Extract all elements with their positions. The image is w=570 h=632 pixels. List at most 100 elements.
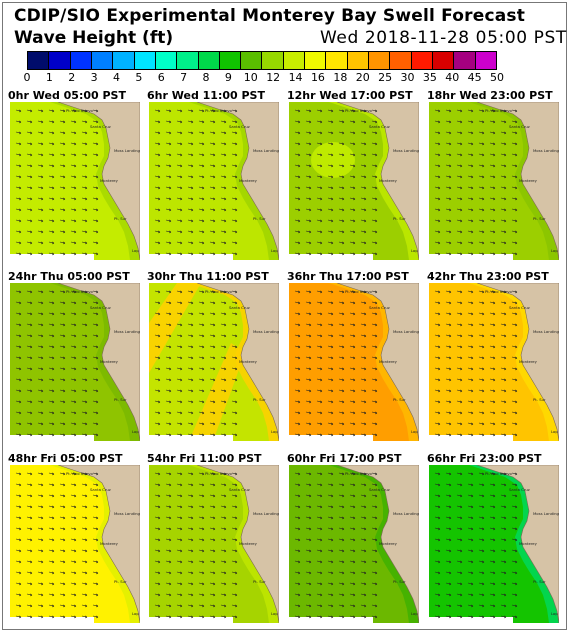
swell-direction-arrow xyxy=(187,175,194,179)
swell-direction-arrow xyxy=(360,197,367,201)
swell-direction-arrow xyxy=(467,538,474,542)
swell-direction-arrow xyxy=(198,378,205,382)
swell-direction-arrow xyxy=(231,604,238,608)
wave-height-map: Pt. Ano Nuevo Santa Cruz Moss Landing Monte… xyxy=(429,465,559,623)
swell-direction-arrow xyxy=(26,208,33,212)
swell-direction-arrow xyxy=(70,120,77,124)
swell-direction-arrow xyxy=(59,197,66,201)
swell-direction-arrow xyxy=(154,411,161,415)
swell-direction-arrow xyxy=(165,422,172,426)
swell-direction-arrow xyxy=(59,131,66,135)
swell-direction-arrow xyxy=(92,356,99,360)
place-label: Moss Landing xyxy=(253,329,279,334)
swell-direction-arrow xyxy=(154,560,161,564)
swell-direction-arrow xyxy=(500,334,507,338)
swell-direction-arrow xyxy=(37,120,44,124)
swell-direction-arrow xyxy=(209,197,216,201)
swell-direction-arrow xyxy=(360,367,367,371)
swell-direction-arrow xyxy=(48,142,55,146)
land-mass xyxy=(476,102,559,260)
swell-direction-arrow xyxy=(165,153,172,157)
swell-direction-arrow xyxy=(70,208,77,212)
swell-direction-arrow xyxy=(15,505,22,509)
swell-direction-arrow xyxy=(360,505,367,509)
swell-direction-arrow xyxy=(500,593,507,597)
swell-direction-arrow xyxy=(70,582,77,586)
swell-direction-arrow xyxy=(209,290,216,294)
swell-direction-arrow xyxy=(48,494,55,498)
swell-direction-arrow xyxy=(478,433,485,437)
land-mass xyxy=(336,102,419,260)
swell-direction-arrow xyxy=(305,164,312,168)
swell-direction-arrow xyxy=(154,230,161,234)
swell-direction-arrow xyxy=(294,230,301,234)
colorbar-tick-label: 5 xyxy=(135,71,143,84)
swell-direction-arrow xyxy=(456,301,463,305)
swell-direction-arrow xyxy=(338,290,345,294)
swell-direction-arrow xyxy=(371,615,378,619)
swell-direction-arrow xyxy=(26,131,33,135)
swell-direction-arrow xyxy=(338,604,345,608)
colorbar-swatch xyxy=(49,52,71,69)
swell-direction-arrow xyxy=(327,312,334,316)
swell-direction-arrow xyxy=(26,505,33,509)
swell-direction-arrow xyxy=(231,323,238,327)
swell-direction-arrow xyxy=(305,593,312,597)
swell-direction-arrow xyxy=(511,472,518,476)
swell-direction-arrow xyxy=(37,334,44,338)
swell-direction-arrow xyxy=(500,604,507,608)
swell-direction-arrow xyxy=(371,538,378,542)
swell-direction-arrow xyxy=(445,312,452,316)
swell-direction-arrow xyxy=(467,472,474,476)
swell-direction-arrow xyxy=(489,549,496,553)
swell-direction-arrow xyxy=(154,571,161,575)
land-mass xyxy=(476,465,559,623)
swell-direction-arrow xyxy=(349,252,356,256)
swell-direction-arrow xyxy=(349,527,356,531)
swell-direction-arrow xyxy=(81,301,88,305)
swell-direction-arrow xyxy=(154,378,161,382)
swell-direction-arrow xyxy=(81,560,88,564)
swell-direction-arrow xyxy=(220,290,227,294)
swell-direction-arrow xyxy=(305,615,312,619)
swell-direction-arrow xyxy=(338,483,345,487)
swell-direction-arrow xyxy=(198,153,205,157)
swell-direction-arrow xyxy=(467,615,474,619)
swell-direction-arrow xyxy=(349,131,356,135)
swell-direction-arrow xyxy=(26,252,33,256)
swell-direction-arrow xyxy=(371,312,378,316)
land-mass xyxy=(57,102,140,260)
swell-direction-arrow xyxy=(338,301,345,305)
place-label: Lop xyxy=(132,611,139,616)
wave-height-map: Pt. Ano Nuevo Santa Cruz Moss Landing Monte… xyxy=(429,102,559,260)
swell-direction-arrow xyxy=(511,252,518,256)
place-label: Moss Landing xyxy=(533,511,559,516)
swell-direction-arrow xyxy=(176,356,183,360)
swell-direction-arrow xyxy=(48,345,55,349)
swell-direction-arrow xyxy=(327,527,334,531)
swell-direction-arrow xyxy=(176,516,183,520)
swell-direction-arrow xyxy=(176,301,183,305)
swell-direction-arrow xyxy=(48,197,55,201)
swell-direction-arrow xyxy=(434,378,441,382)
swell-direction-arrow xyxy=(220,422,227,426)
swell-direction-arrow xyxy=(456,142,463,146)
swell-direction-arrow xyxy=(489,582,496,586)
place-label: Pt. Ano Nuevo xyxy=(485,108,513,113)
swell-direction-arrow xyxy=(316,230,323,234)
swell-direction-arrow xyxy=(187,323,194,327)
swell-direction-arrow xyxy=(70,516,77,520)
swell-direction-arrow xyxy=(445,175,452,179)
place-label: Pt. Ano Nuevo xyxy=(66,289,94,294)
swell-direction-arrow xyxy=(478,483,485,487)
swell-direction-arrow xyxy=(305,367,312,371)
swell-direction-arrow xyxy=(59,252,66,256)
swell-direction-arrow xyxy=(434,208,441,212)
swell-direction-arrow xyxy=(15,527,22,531)
swell-direction-arrow xyxy=(165,505,172,509)
swell-direction-arrow xyxy=(478,582,485,586)
swell-direction-arrow xyxy=(59,615,66,619)
swell-direction-arrow xyxy=(15,571,22,575)
swell-direction-arrow xyxy=(15,208,22,212)
swell-direction-arrow xyxy=(349,538,356,542)
